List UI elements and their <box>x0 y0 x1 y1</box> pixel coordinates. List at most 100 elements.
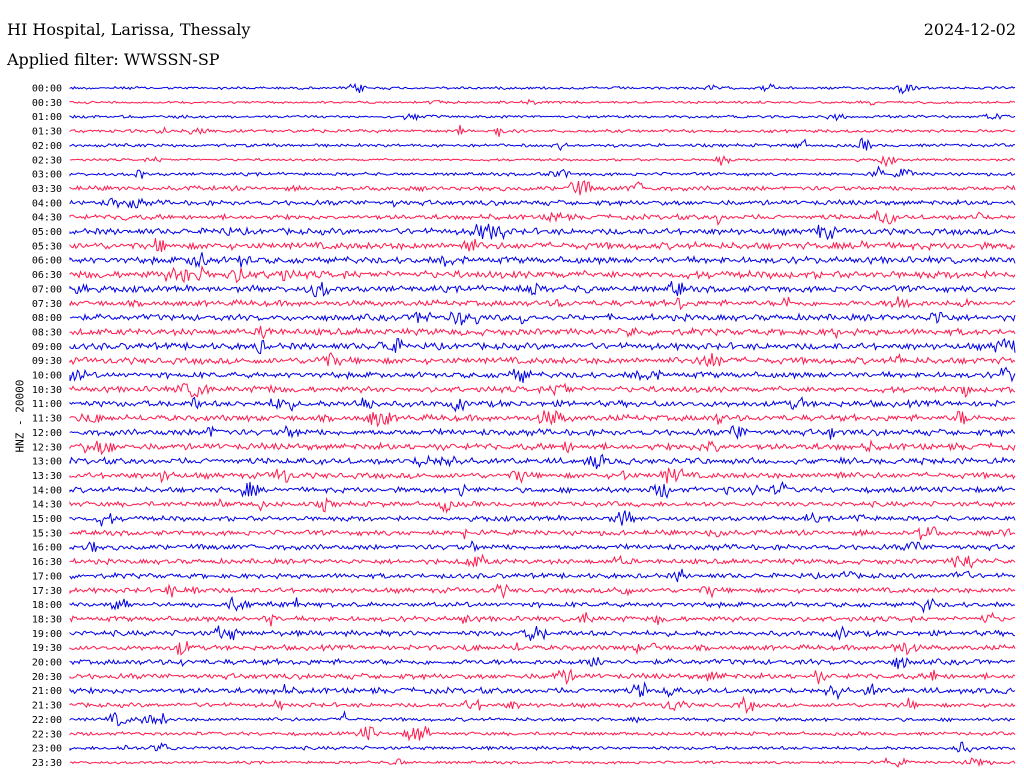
time-tick-label: 21:00 <box>32 686 62 697</box>
time-tick-label: 20:30 <box>32 672 62 683</box>
time-tick-label: 16:30 <box>32 557 62 568</box>
time-tick-label: 18:00 <box>32 600 62 611</box>
trace-0730 <box>69 296 1016 311</box>
trace-0000 <box>69 82 1016 95</box>
time-tick-label: 13:30 <box>32 471 62 482</box>
time-tick-label: 10:30 <box>32 385 62 396</box>
time-tick-label: 19:30 <box>32 643 62 654</box>
trace-2230 <box>69 726 1016 742</box>
time-tick-label: 03:30 <box>32 184 62 195</box>
time-tick-label: 04:30 <box>32 213 62 224</box>
time-tick-label: 14:30 <box>32 500 62 511</box>
time-tick-label: 19:00 <box>32 629 62 640</box>
trace-1030 <box>69 382 1016 399</box>
time-tick-label: 11:30 <box>32 414 62 425</box>
trace-1900 <box>69 625 1016 641</box>
time-tick-label: 12:30 <box>32 442 62 453</box>
time-tick-label: 00:30 <box>32 98 62 109</box>
trace-2030 <box>69 668 1016 686</box>
trace-0130 <box>69 124 1016 137</box>
time-tick-label: 22:30 <box>32 729 62 740</box>
trace-0230 <box>69 155 1016 168</box>
trace-1000 <box>69 366 1016 383</box>
trace-0300 <box>69 165 1016 179</box>
time-tick-label: 17:00 <box>32 571 62 582</box>
time-tick-label: 23:00 <box>32 744 62 755</box>
filter-label: Applied filter: WWSSN-SP <box>7 50 220 69</box>
trace-1300 <box>69 453 1016 470</box>
time-tick-label: 05:30 <box>32 241 62 252</box>
trace-1530 <box>69 525 1016 540</box>
trace-1700 <box>69 568 1016 583</box>
time-tick-label: 06:00 <box>32 256 62 267</box>
trace-0400 <box>69 197 1016 209</box>
trace-2100 <box>69 681 1016 701</box>
time-tick-label: 11:00 <box>32 399 62 410</box>
time-tick-label: 00:00 <box>32 84 62 95</box>
time-tick-label: 02:30 <box>32 155 62 166</box>
trace-1500 <box>69 510 1016 527</box>
station-title: HI Hospital, Larissa, Thessaly <box>7 20 251 39</box>
trace-0600 <box>69 252 1016 269</box>
time-tick-label: 03:00 <box>32 170 62 181</box>
time-tick-label: 16:00 <box>32 543 62 554</box>
time-tick-label: 13:00 <box>32 457 62 468</box>
time-tick-label: 12:00 <box>32 428 62 439</box>
time-tick-label: 21:30 <box>32 701 62 712</box>
trace-0800 <box>69 311 1016 326</box>
time-tick-label: 23:30 <box>32 758 62 769</box>
trace-1100 <box>69 396 1016 413</box>
time-tick-label: 09:30 <box>32 356 62 367</box>
time-tick-label: 06:30 <box>32 270 62 281</box>
date-label: 2024-12-02 <box>923 20 1016 39</box>
time-tick-label: 04:00 <box>32 198 62 209</box>
trace-1130 <box>69 409 1016 428</box>
trace-2200 <box>69 710 1016 727</box>
time-tick-label: 05:00 <box>32 227 62 238</box>
trace-1230 <box>69 439 1016 456</box>
trace-2330 <box>69 756 1016 768</box>
time-tick-label: 20:00 <box>32 658 62 669</box>
trace-0930 <box>69 352 1016 368</box>
trace-0500 <box>69 223 1016 241</box>
time-tick-label: 08:30 <box>32 327 62 338</box>
trace-1730 <box>69 583 1016 600</box>
trace-2300 <box>69 741 1016 753</box>
trace-0430 <box>69 209 1016 226</box>
trace-0900 <box>69 337 1016 355</box>
trace-0200 <box>69 137 1016 152</box>
trace-1830 <box>69 611 1016 627</box>
trace-2000 <box>69 656 1016 670</box>
time-tick-label: 01:00 <box>32 112 62 123</box>
trace-1630 <box>69 553 1016 569</box>
trace-0700 <box>69 281 1016 298</box>
trace-1430 <box>69 496 1016 514</box>
trace-1330 <box>69 467 1016 484</box>
time-tick-label: 15:00 <box>32 514 62 525</box>
time-tick-label: 17:30 <box>32 586 62 597</box>
trace-1600 <box>69 539 1016 553</box>
trace-0330 <box>69 180 1016 196</box>
trace-1800 <box>69 595 1016 614</box>
trace-0100 <box>69 112 1016 122</box>
trace-2130 <box>69 695 1016 715</box>
time-tick-label: 07:00 <box>32 284 62 295</box>
time-tick-label: 10:00 <box>32 371 62 382</box>
trace-1200 <box>69 424 1016 441</box>
trace-0030 <box>69 98 1016 106</box>
time-tick-label: 02:00 <box>32 141 62 152</box>
trace-1400 <box>69 480 1016 500</box>
trace-0830 <box>69 325 1016 340</box>
time-tick-label: 18:30 <box>32 614 62 625</box>
time-tick-label: 22:00 <box>32 715 62 726</box>
time-tick-label: 15:30 <box>32 528 62 539</box>
trace-0530 <box>69 238 1016 252</box>
time-tick-label: 14:00 <box>32 485 62 496</box>
time-tick-label: 09:00 <box>32 342 62 353</box>
time-tick-label: 08:00 <box>32 313 62 324</box>
trace-1930 <box>69 641 1016 656</box>
trace-0630 <box>69 265 1016 284</box>
time-tick-label: 07:30 <box>32 299 62 310</box>
time-tick-label: 01:30 <box>32 127 62 138</box>
